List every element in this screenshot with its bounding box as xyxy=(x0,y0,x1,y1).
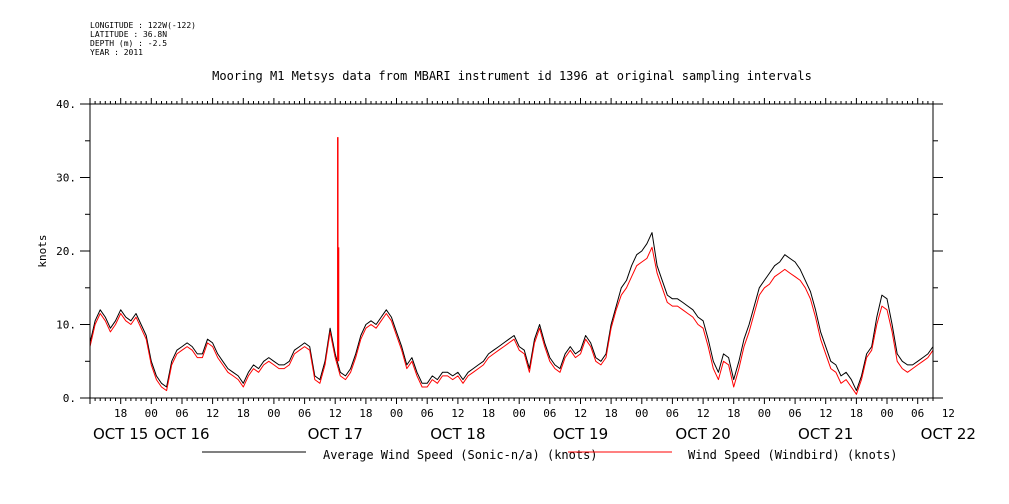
x-hour-label: 12 xyxy=(696,407,709,420)
legend: Average Wind Speed (Sonic-n/a) (knots) W… xyxy=(202,448,898,462)
x-hour-label: 18 xyxy=(850,407,863,420)
x-hour-label: 00 xyxy=(390,407,403,420)
x-hour-label: 06 xyxy=(175,407,188,420)
y-tick-label: 30. xyxy=(56,172,76,185)
legend-label-windbird-wind-speed: Wind Speed (Windbird) (knots) xyxy=(688,448,898,462)
x-tick-labels: 18 00 06 12 18 00 06 12 18 00 06 12 18 00 06 12 18 00 06 12… xyxy=(114,407,955,420)
x-hour-label: 06 xyxy=(666,407,679,420)
x-hour-label: 06 xyxy=(421,407,434,420)
x-hour-label: 00 xyxy=(513,407,526,420)
x-hour-label: 12 xyxy=(451,407,464,420)
y-tick-label: 40. xyxy=(56,98,76,111)
legend-label-average-wind-speed: Average Wind Speed (Sonic-n/a) (knots) xyxy=(323,448,598,462)
x-day-label: OCT 18 xyxy=(430,425,485,443)
latitude-label: LATITUDE : 36.8N xyxy=(90,30,168,39)
x-hour-label: 18 xyxy=(482,407,495,420)
y-axis-label: knots xyxy=(36,234,49,267)
x-day-label: OCT 15 xyxy=(93,425,148,443)
x-day-labels: OCT 15 OCT 16 OCT 17 OCT 18 OCT 19 OCT 20 OCT … xyxy=(93,425,976,443)
longitude-label: LONGITUDE : 122W(-122) xyxy=(90,21,196,30)
series-line-average-wind-speed xyxy=(89,232,934,392)
chart-title: Mooring M1 Metsys data from MBARI instru… xyxy=(212,69,812,83)
x-hour-label: 18 xyxy=(237,407,250,420)
x-hour-label: 00 xyxy=(145,407,158,420)
x-hour-label: 00 xyxy=(758,407,771,420)
x-day-label: OCT 16 xyxy=(154,425,209,443)
axis-ticks xyxy=(80,98,943,404)
x-hour-label: 18 xyxy=(605,407,618,420)
x-day-label: OCT 19 xyxy=(553,425,608,443)
x-hour-label: 06 xyxy=(543,407,556,420)
series-lines xyxy=(89,137,934,395)
x-day-label: OCT 21 xyxy=(798,425,853,443)
x-hour-label: 18 xyxy=(114,407,127,420)
y-tick-label: 10. xyxy=(56,319,76,332)
station-metadata: LONGITUDE : 122W(-122) LATITUDE : 36.8N … xyxy=(90,21,196,57)
series-line-windbird-wind-speed xyxy=(89,246,934,395)
x-hour-label: 06 xyxy=(298,407,311,420)
x-hour-label: 00 xyxy=(267,407,280,420)
x-hour-label: 18 xyxy=(727,407,740,420)
x-hour-label: 18 xyxy=(359,407,372,420)
x-day-label: OCT 22 xyxy=(921,425,976,443)
x-hour-label: 12 xyxy=(942,407,955,420)
x-hour-label: 12 xyxy=(329,407,342,420)
y-tick-label: 0. xyxy=(63,392,76,405)
x-hour-label: 00 xyxy=(880,407,893,420)
x-hour-label: 12 xyxy=(819,407,832,420)
depth-label: DEPTH (m) : -2.5 xyxy=(90,39,168,48)
x-hour-label: 06 xyxy=(788,407,801,420)
x-hour-label: 12 xyxy=(574,407,587,420)
x-hour-label: 00 xyxy=(635,407,648,420)
plot-frame xyxy=(89,103,934,399)
x-hour-label: 06 xyxy=(911,407,924,420)
y-tick-label: 20. xyxy=(56,245,76,258)
x-day-label: OCT 20 xyxy=(675,425,730,443)
x-hour-label: 12 xyxy=(206,407,219,420)
x-day-label: OCT 17 xyxy=(308,425,363,443)
year-label: YEAR : 2011 xyxy=(90,48,143,57)
y-tick-labels: 0. 10. 20. 30. 40. xyxy=(56,98,76,405)
